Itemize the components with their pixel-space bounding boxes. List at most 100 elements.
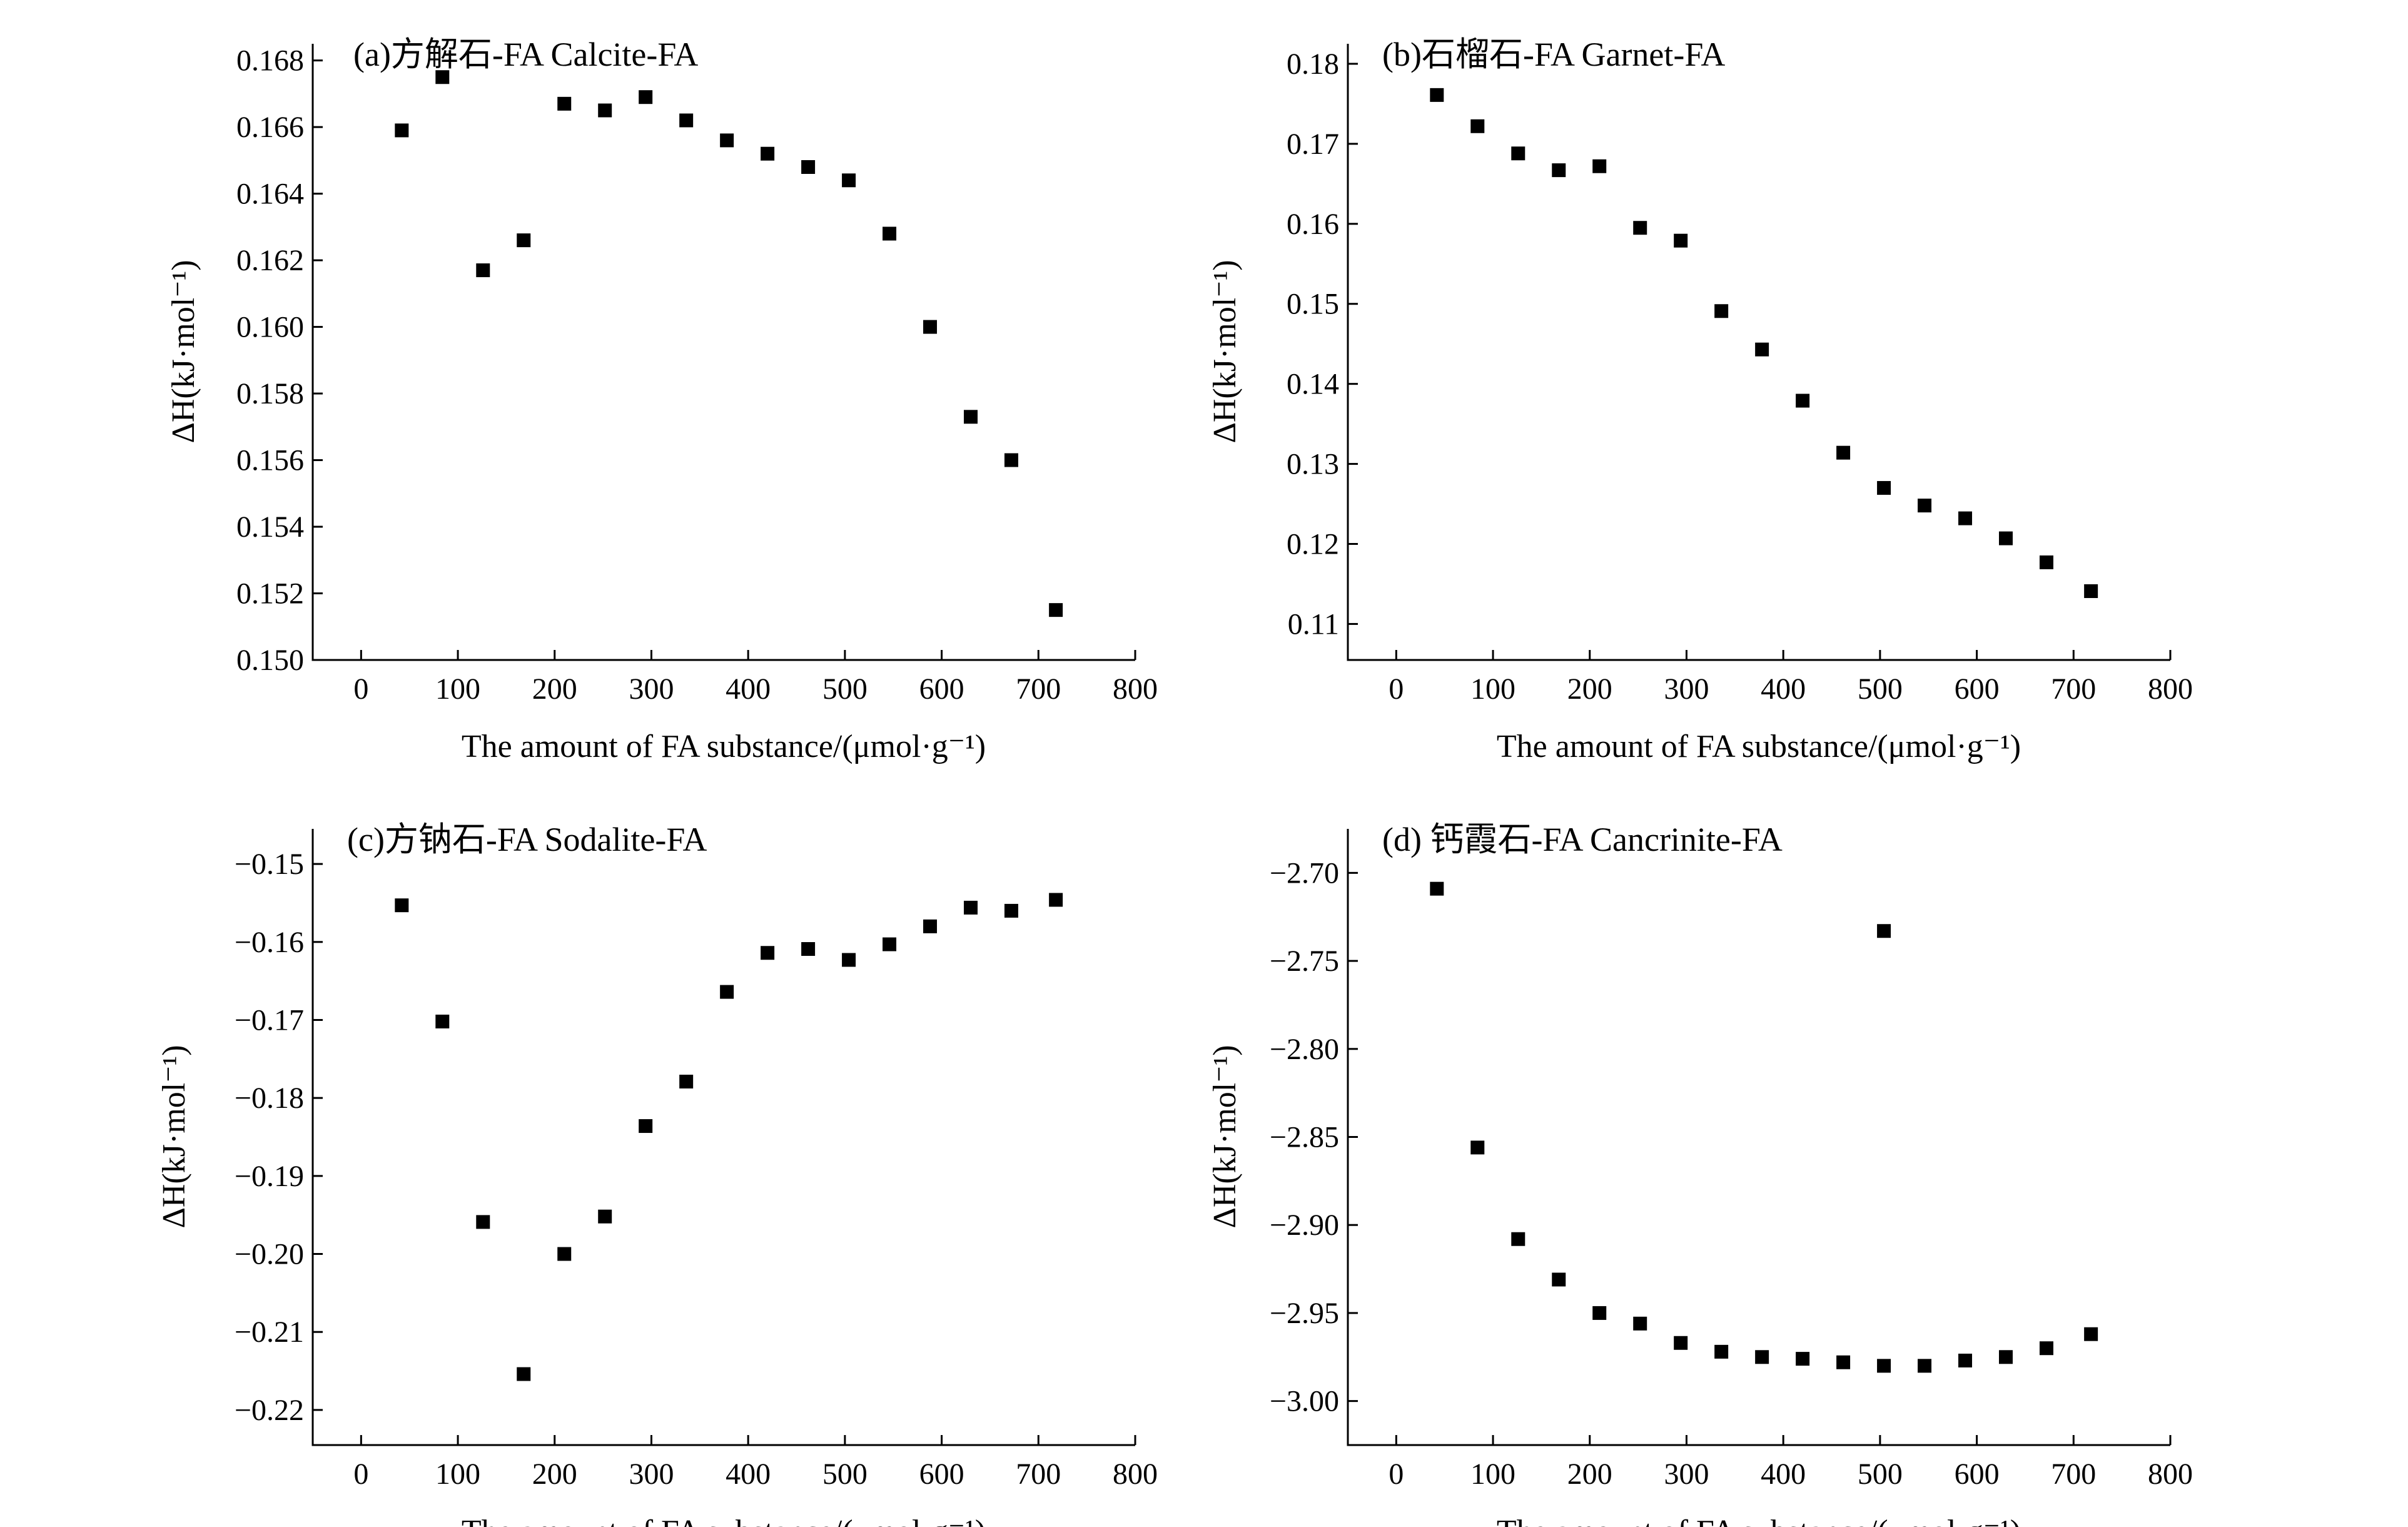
panel-d-data-point [1592,1306,1607,1320]
panel-a-data-point [476,263,490,278]
panel-c-y-tick-label: −0.15 [235,848,304,881]
panel-b-y-tick-label: 0.16 [1287,208,1339,241]
panel-b-data-point [2084,584,2098,598]
panel-a-data-point [1004,453,1018,467]
panel-d-data-point [1430,881,1444,896]
panel-c-data-point [476,1215,490,1229]
panel-b-x-axis-label: The amount of FA substance/(μmol·g⁻¹) [1497,729,2021,764]
panel-c-x-tick-label: 300 [629,1458,674,1491]
panel-d-data-point [1755,1350,1769,1364]
panel-b-data-point [1552,163,1566,178]
panel-b-y-tick-label: 0.14 [1287,368,1339,401]
panel-c-data-point [679,1074,694,1088]
panel-b-y-tick-label: 0.18 [1287,48,1339,81]
panel-c-data-point [435,1014,450,1028]
panel-d-y-tick-label: −2.70 [1270,856,1339,890]
panel-b-data-point [1918,499,1932,513]
panel-c-y-tick-label: −0.19 [235,1160,304,1193]
panel-d-data-point [1552,1272,1566,1287]
panel-c-data-point [1049,893,1063,907]
panel-a-data-point [923,320,938,334]
panel-a-data-point [598,103,612,118]
panel-b-data-point [1714,304,1729,318]
panel-b-y-tick-label: 0.17 [1287,128,1339,161]
panel-d-y-tick-label: −3.00 [1270,1385,1339,1418]
panel-b-x-tick-label: 800 [2148,672,2193,706]
panel-d-data-point [1999,1350,2013,1364]
panel-c-data-point [761,946,775,960]
panel-b-y-tick-label: 0.11 [1288,607,1339,641]
panel-a-y-tick-label: 0.166 [236,111,304,144]
panel-a-y-tick-label: 0.154 [236,510,304,544]
panel-a-x-tick-label: 0 [353,672,368,706]
panel-d-data-point [1836,1355,1851,1369]
panel-d-data-point [1714,1344,1729,1359]
panel-a-y-tick-label: 0.162 [236,244,304,277]
panel-c-x-tick-label: 600 [919,1458,964,1491]
panel-c-y-axis-label: ΔH(kJ·mol⁻¹) [156,1045,192,1228]
panel-a-x-tick-label: 700 [1016,672,1061,706]
panel-a-x-tick-label: 500 [822,672,868,706]
panel-a-y-axis-label: ΔH(kJ·mol⁻¹) [166,260,201,443]
panel-b-y-tick-label: 0.13 [1287,448,1339,481]
panel-a-data-point [517,233,531,248]
panel-b-points [1430,88,2098,598]
panel-c-data-point [923,919,938,933]
panel-b-x-tick-label: 700 [2051,672,2096,706]
panel-b-x-tick-label: 0 [1389,672,1404,706]
panel-d-x-tick-label: 600 [1955,1458,2000,1491]
panel-a-y-tick-label: 0.156 [236,444,304,477]
panel-c-y-tick-label: −0.20 [235,1238,304,1271]
panel-a-data-point [639,90,653,104]
panel-b-data-point [1470,119,1485,133]
panel-d-x-tick-label: 200 [1567,1458,1612,1491]
panel-c-y-tick-label: −0.16 [235,926,304,959]
panel-b-data-point [1755,342,1769,357]
panel-d-data-point [1918,1359,1932,1373]
panel-c-x-tick-label: 200 [532,1458,577,1491]
panel-c-data-point [842,953,856,967]
panel-d-x-tick-label: 700 [2051,1458,2096,1491]
panel-c-axes [311,829,1135,1446]
panel-d-y-axis-label: ΔH(kJ·mol⁻¹) [1207,1045,1243,1228]
panel-d-points [1430,881,2098,1373]
panel-a-x-tick-label: 100 [435,672,480,706]
panel-c-title: (c)方钠石-FA Sodalite-FA [347,821,707,858]
panel-c-data-point [639,1119,653,1134]
panel-d-y-tick-label: −2.75 [1270,945,1339,978]
panel-d-y-tick-label: −2.80 [1270,1033,1339,1066]
panel-c-x-tick-label: 700 [1016,1458,1061,1491]
panel-d-data-point [1877,924,1891,938]
panel-a-data-point [761,146,775,161]
panel-b-x-tick-label: 300 [1664,672,1709,706]
panel-c-ticks: 0 100 200 300 400 500 600 700 800 −0.22 −0.21 −0.20… [235,848,1158,1491]
panel-a-data-point [842,173,856,188]
panel-c-y-tick-label: −0.22 [235,1394,304,1427]
panel-d-data-point [1511,1232,1525,1246]
panel-c-data-point [720,985,734,999]
panel-b-data-point [1836,445,1851,460]
panel-a-y-tick-label: 0.150 [236,644,304,677]
panel-b-y-tick-label: 0.15 [1287,288,1339,321]
panel-b-x-tick-label: 400 [1761,672,1806,706]
panel-d-data-point [2039,1341,2053,1356]
panel-b-y-tick-label: 0.12 [1287,528,1339,561]
panel-b-data-point [1958,511,1973,525]
panel-d-x-tick-label: 400 [1761,1458,1806,1491]
panel-c-y-tick-label: −0.18 [235,1082,304,1115]
panel-c-data-point [1004,903,1018,918]
panel-b-data-point [1430,88,1444,102]
panel-d-x-tick-label: 0 [1389,1458,1404,1491]
panel-a-data-point [435,70,450,84]
panel-b-title: (b)石榴石-FA Garnet-FA [1382,36,1725,73]
panel-b-x-tick-label: 500 [1858,672,1903,706]
panel-d-title: (d) 钙霞石-FA Cancrinite-FA [1382,821,1783,858]
panel-a-data-point [1049,603,1063,617]
panel-b-data-point [1592,159,1607,173]
panel-a-x-tick-label: 400 [726,672,771,706]
panel-a-points [395,70,1063,617]
panel-b-x-tick-label: 600 [1955,672,2000,706]
panel-b-x-tick-label: 200 [1567,672,1612,706]
